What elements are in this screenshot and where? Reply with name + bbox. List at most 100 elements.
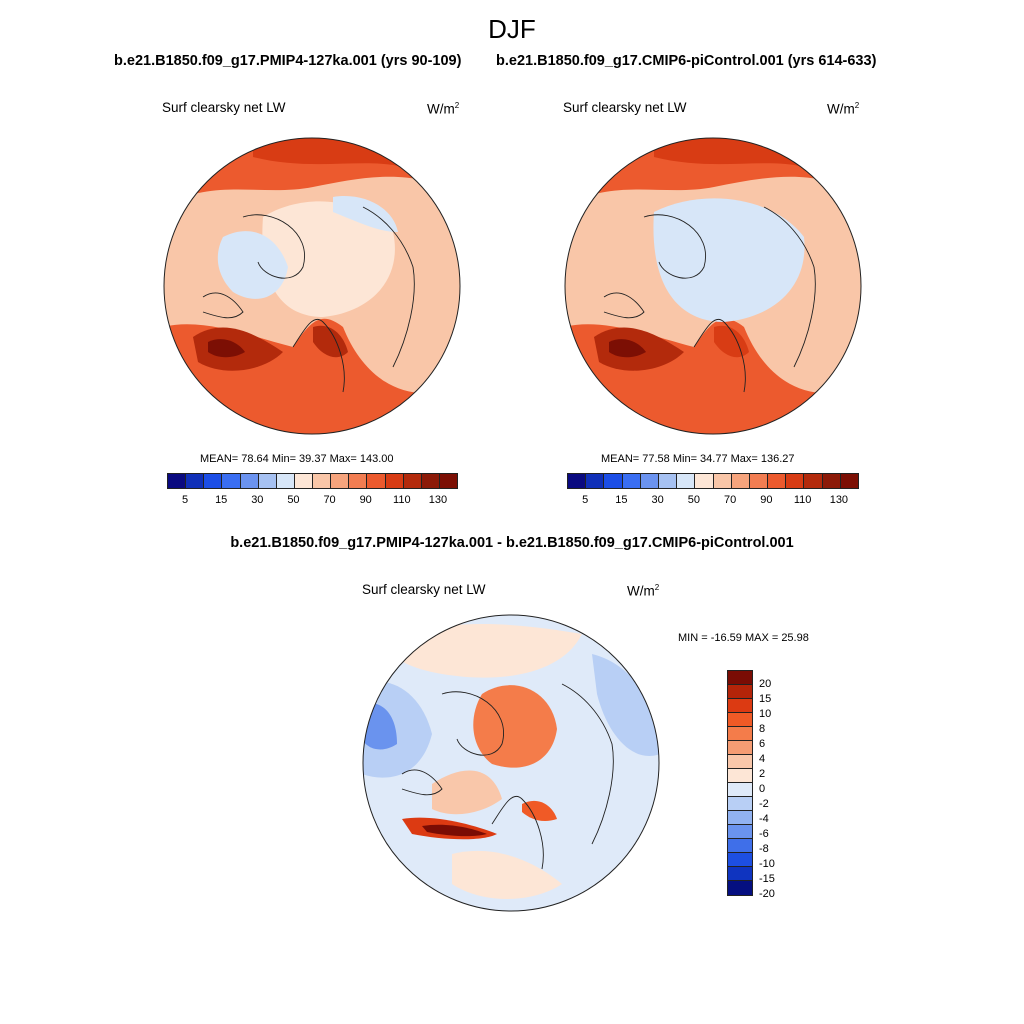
figure-title: DJF [488, 14, 536, 44]
colorbar-box [276, 474, 295, 488]
map-c-coast-4 [401, 769, 443, 796]
colorbar-box [313, 474, 332, 488]
colorbar-tick-label: 20 [759, 678, 772, 690]
colorbar-box [586, 474, 605, 488]
colorbar-box [403, 474, 422, 488]
colorbar-box [840, 474, 858, 488]
colorbar-c [727, 670, 753, 896]
colorbar-b [567, 473, 859, 489]
colorbar-box [240, 474, 259, 488]
panel-b-variable-label: Surf clearsky net LW [563, 100, 687, 115]
colorbar-box [728, 783, 752, 797]
panel-a-variable-label: Surf clearsky net LW [162, 100, 286, 115]
colorbar-b-ticks: 5 15 30 50 70 90 110 130 [567, 494, 857, 508]
map-b-coast-4 [603, 292, 645, 319]
map-c-field-siberia [592, 654, 659, 756]
colorbar-box [695, 474, 714, 488]
colorbar-box [439, 474, 457, 488]
panel-a-units: W/m2 [427, 101, 460, 117]
map-b-boundary [564, 137, 862, 435]
colorbar-box [768, 474, 787, 488]
colorbar-box [622, 474, 641, 488]
colorbar-box [677, 474, 696, 488]
colorbar-tick-label: -10 [759, 858, 775, 870]
colorbar-tick-label: -4 [759, 813, 769, 825]
colorbar-c-ticks: 20 15 10 8 6 4 2 0 -2 -4 -6 -8 -10 -15 -20 [759, 670, 799, 910]
colorbar-box [604, 474, 623, 488]
map-a-field-labrador-core [208, 339, 245, 358]
colorbar-box [749, 474, 769, 488]
map-b-field-labrador-core [609, 339, 646, 358]
polar-map-a [163, 137, 461, 435]
map-b-coast-2 [693, 319, 746, 393]
map-b-coast-1 [643, 214, 706, 279]
colorbar-box [349, 474, 368, 488]
map-c-coast-3 [561, 683, 614, 845]
colorbar-box [728, 839, 752, 853]
map-c-boundary [362, 614, 660, 912]
colorbar-tick-label: 8 [759, 723, 766, 735]
colorbar-box [728, 825, 752, 839]
colorbar-tick-label: 50 [287, 494, 300, 506]
colorbar-box [713, 474, 732, 488]
colorbar-tick-label: 30 [251, 494, 264, 506]
colorbar-box [204, 474, 223, 488]
panel-b-units: W/m2 [827, 101, 860, 117]
map-b-field-arctic-ocean [653, 198, 805, 322]
colorbar-box [168, 474, 187, 488]
colorbar-tick-label: 130 [428, 494, 448, 506]
colorbar-box [385, 474, 404, 488]
colorbar-tick-label: 2 [759, 768, 766, 780]
colorbar-tick-label: 90 [760, 494, 773, 506]
colorbar-box [728, 853, 752, 867]
colorbar-box [731, 474, 750, 488]
colorbar-box [294, 474, 313, 488]
map-c-field-barents [522, 800, 557, 822]
colorbar-box [728, 769, 752, 783]
colorbar-box [222, 474, 241, 488]
colorbar-a [167, 473, 458, 489]
colorbar-box [804, 474, 823, 488]
panel-a-stats: MEAN= 78.64 Min= 39.37 Max= 143.00 [200, 453, 394, 465]
colorbar-tick-label: 15 [615, 494, 628, 506]
colorbar-tick-label: 15 [759, 693, 772, 705]
colorbar-box [367, 474, 386, 488]
colorbar-tick-label: 130 [829, 494, 849, 506]
colorbar-box [331, 474, 350, 488]
colorbar-tick-label: 70 [323, 494, 336, 506]
colorbar-box [728, 811, 752, 825]
map-c-field-arctic-warm [473, 685, 557, 768]
colorbar-tick-label: 5 [182, 494, 189, 506]
colorbar-tick-label: 10 [759, 708, 772, 720]
colorbar-box [658, 474, 678, 488]
panel-c-title: b.e21.B1850.f09_g17.PMIP4-127ka.001 - b.… [230, 535, 794, 551]
colorbar-box [728, 699, 752, 713]
colorbar-tick-label: 5 [582, 494, 589, 506]
colorbar-box [728, 741, 752, 755]
colorbar-tick-label: 50 [687, 494, 700, 506]
colorbar-tick-label: 4 [759, 753, 766, 765]
colorbar-tick-label: 110 [793, 494, 812, 506]
colorbar-box [728, 755, 752, 769]
panel-b-stats: MEAN= 77.58 Min= 34.77 Max= 136.27 [601, 453, 795, 465]
polar-map-c [362, 614, 660, 912]
map-a-field-canadian-archipelago [217, 231, 288, 299]
map-c-coast-1 [441, 691, 504, 756]
map-c-coast-2 [491, 796, 544, 870]
map-a-field-arctic-ocean [262, 201, 395, 317]
colorbar-tick-label: 30 [651, 494, 664, 506]
colorbar-tick-label: 110 [393, 494, 411, 506]
colorbar-box [568, 474, 587, 488]
map-a-coast-3 [362, 206, 415, 368]
colorbar-box [421, 474, 440, 488]
map-c-field-atlantic [452, 850, 562, 899]
map-a-field-siberia [333, 196, 398, 232]
colorbar-tick-label: 90 [359, 494, 372, 506]
colorbar-tick-label: -20 [759, 888, 775, 900]
panel-c-units: W/m2 [627, 583, 660, 599]
map-a-boundary [163, 137, 461, 435]
colorbar-box [186, 474, 205, 488]
panel-c-variable-label: Surf clearsky net LW [362, 582, 486, 597]
map-a-coast-4 [202, 292, 244, 319]
colorbar-box [728, 867, 752, 881]
